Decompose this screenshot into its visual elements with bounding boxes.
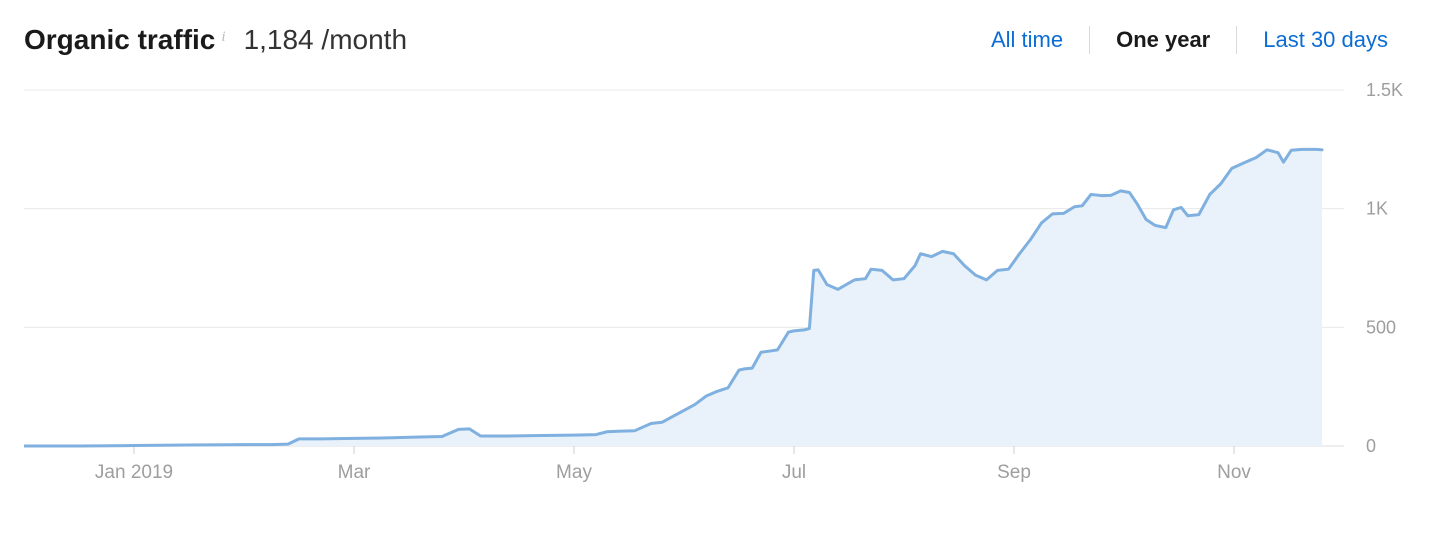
- metric-number: 1,184: [244, 24, 314, 55]
- metric-title: Organic traffic: [24, 24, 215, 56]
- y-tick-label: 1K: [1366, 199, 1388, 219]
- chart-panel: Organic traffic i 1,184 /month All time …: [0, 0, 1438, 556]
- x-tick-label: Jul: [782, 462, 806, 483]
- x-tick-label: Jan 2019: [95, 462, 173, 483]
- metric-value: 1,184 /month: [244, 24, 407, 56]
- y-tick-label: 0: [1366, 436, 1376, 456]
- tab-one-year[interactable]: One year: [1090, 25, 1236, 55]
- header-left: Organic traffic i 1,184 /month: [24, 24, 407, 56]
- metric-unit: /month: [321, 24, 407, 55]
- series-area: [24, 149, 1322, 446]
- tab-last-30-days[interactable]: Last 30 days: [1237, 25, 1414, 55]
- chart-area: 0 500 1K 1.5K Jan 2019 Mar May Jul Sep Nov: [24, 76, 1414, 516]
- tab-all-time[interactable]: All time: [965, 25, 1089, 55]
- y-tick-label: 1.5K: [1366, 80, 1403, 100]
- x-tick-label: May: [556, 462, 592, 483]
- traffic-chart: 0 500 1K 1.5K Jan 2019 Mar May Jul Sep Nov: [24, 76, 1414, 516]
- range-tabs: All time One year Last 30 days: [965, 25, 1414, 55]
- y-tick-label: 500: [1366, 317, 1396, 337]
- info-icon[interactable]: i: [221, 29, 225, 46]
- x-tick-label: Sep: [997, 462, 1031, 483]
- x-tick-label: Mar: [338, 462, 371, 483]
- x-tick-label: Nov: [1217, 462, 1251, 483]
- header: Organic traffic i 1,184 /month All time …: [24, 24, 1414, 56]
